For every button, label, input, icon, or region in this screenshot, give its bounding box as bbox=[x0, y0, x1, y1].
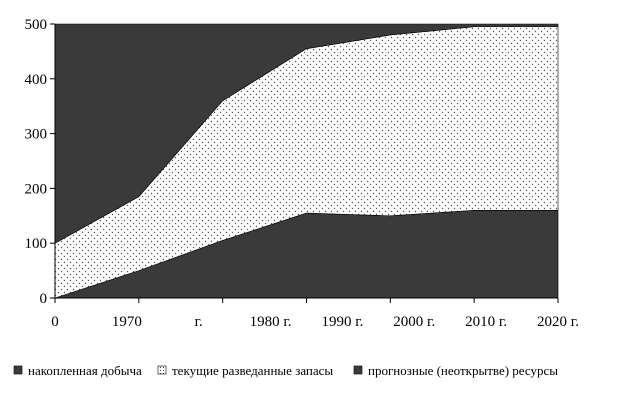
y-tick-label: 0 bbox=[40, 291, 48, 307]
x-tick-label: 1980 г. bbox=[250, 314, 292, 330]
x-tick-labels: 0 1970 г. 1980 г. 1990 г. 2000 г. 2010 г. 2020 … bbox=[51, 298, 579, 330]
x-tick-label: г. bbox=[195, 314, 203, 330]
legend-label: накопленная добыча bbox=[28, 363, 142, 378]
y-tick-label: 100 bbox=[25, 236, 48, 252]
x-tick-label: 1970 bbox=[112, 314, 142, 330]
y-tick-label: 400 bbox=[25, 72, 48, 88]
x-tick-label: 0 bbox=[51, 314, 59, 330]
y-tick-label: 500 bbox=[25, 17, 48, 33]
y-tick-label: 300 bbox=[25, 127, 48, 143]
legend-label: прогнозные (неоткрытве) ресурсы bbox=[368, 363, 558, 378]
legend-swatch bbox=[353, 365, 363, 375]
legend-label: текущие разведанные запасы bbox=[172, 363, 333, 378]
x-tick-label: 2000 г. bbox=[393, 314, 435, 330]
area-series-2 bbox=[54, 23, 559, 244]
legend-swatch bbox=[13, 365, 23, 375]
legend-swatch bbox=[157, 365, 167, 375]
x-tick-label: 2020 г. bbox=[537, 314, 579, 330]
area-layers bbox=[54, 23, 559, 299]
x-tick-label: 1990 г. bbox=[321, 314, 363, 330]
y-tick-label: 200 bbox=[25, 181, 48, 197]
legend: накопленная добыча текущие разведанные за… bbox=[13, 363, 558, 378]
x-tick-label: 2010 г. bbox=[465, 314, 507, 330]
y-tick-labels: 0 100 200 300 400 500 bbox=[25, 17, 55, 307]
